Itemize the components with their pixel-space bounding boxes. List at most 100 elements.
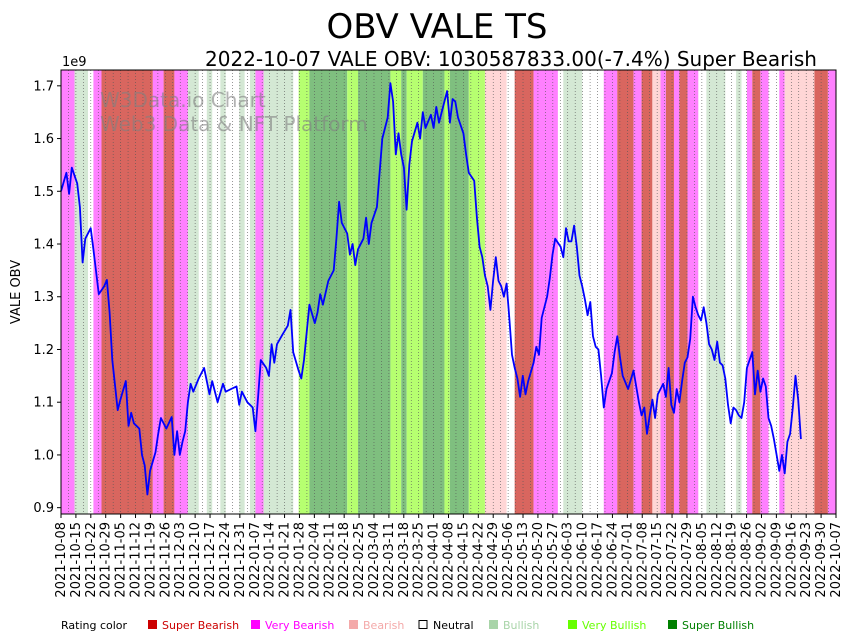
- rating-band: [687, 70, 699, 514]
- rating-band: [174, 70, 188, 514]
- x-tick-label: 2021-12-10: [188, 522, 203, 598]
- rating-band: [673, 70, 680, 514]
- rating-band: [250, 70, 256, 514]
- x-tick-label: 2022-03-25: [412, 522, 427, 598]
- x-tick-label: 2022-07-01: [620, 522, 635, 598]
- rating-band: [263, 70, 278, 514]
- x-tick-label: 2022-08-26: [740, 522, 755, 598]
- legend-swatch: [251, 620, 260, 629]
- x-tick-label: 2021-12-24: [218, 522, 233, 598]
- y-tick-label: 1.0: [33, 448, 54, 463]
- rating-band: [239, 70, 245, 514]
- legend-item-label: Bearish: [363, 619, 404, 632]
- x-tick-label: 2022-02-11: [322, 522, 337, 598]
- rating-band: [347, 70, 359, 514]
- rating-band: [163, 70, 175, 514]
- x-tick-label: 2021-10-15: [69, 522, 84, 598]
- x-tick-label: 2022-03-04: [367, 522, 382, 598]
- y-tick-label: 1.1: [33, 396, 54, 411]
- x-tick-label: 2021-11-12: [129, 522, 144, 598]
- rating-band: [187, 70, 199, 514]
- x-tick-label: 2021-10-22: [84, 522, 99, 598]
- rating-band: [220, 70, 226, 514]
- rating-band: [101, 70, 153, 514]
- rating-bands: [61, 70, 836, 514]
- x-tick-label: 2022-02-25: [352, 522, 367, 598]
- x-tick-label: 2022-07-08: [635, 522, 650, 598]
- rating-band: [746, 70, 753, 514]
- rating-legend: Rating color Super Bearish Very Bearish Be…: [61, 619, 754, 632]
- x-tick-label: 2022-04-15: [456, 522, 471, 598]
- rating-band: [779, 70, 785, 514]
- x-tick-label: 2022-09-02: [754, 522, 769, 598]
- x-tick-label: 2022-01-14: [263, 522, 278, 598]
- x-tick-label: 2022-07-29: [680, 522, 695, 598]
- y-tick-label: 1.4: [33, 238, 54, 253]
- x-tick-label: 2022-09-30: [814, 522, 829, 598]
- rating-band: [752, 70, 761, 514]
- x-tick-label: 2022-04-29: [486, 522, 501, 598]
- rating-band: [563, 70, 583, 514]
- rating-band: [652, 70, 661, 514]
- rating-band: [449, 70, 469, 514]
- x-tick-label: 2022-07-15: [650, 522, 665, 598]
- y-tick-label: 0.9: [33, 501, 54, 516]
- y-axis-label: VALE OBV: [9, 260, 24, 324]
- rating-band: [617, 70, 634, 514]
- x-tick-label: 2022-02-04: [307, 522, 322, 598]
- legend-item-label: Bullish: [503, 619, 539, 632]
- legend-item-label: Super Bearish: [162, 619, 239, 632]
- rating-band: [390, 70, 402, 514]
- legend-swatch: [418, 620, 428, 629]
- x-tick-label: 2022-04-08: [442, 522, 457, 598]
- rating-band: [633, 70, 642, 514]
- rating-band: [603, 70, 618, 514]
- rating-band: [298, 70, 310, 514]
- rating-band: [74, 70, 89, 514]
- x-tick-label: 2022-09-16: [784, 522, 799, 598]
- x-tick-label: 2022-09-09: [769, 522, 784, 598]
- rating-band: [736, 70, 742, 514]
- x-tick-label: 2022-03-18: [397, 522, 412, 598]
- x-tick-label: 2022-06-03: [561, 522, 576, 598]
- watermark-line-2: Web3 Data & NFT Platform: [100, 112, 368, 136]
- rating-band: [309, 70, 348, 514]
- rating-band: [152, 70, 164, 514]
- rating-band: [514, 70, 534, 514]
- x-tick-label: 2021-10-08: [54, 522, 69, 598]
- y-tick-label: 1.6: [33, 132, 54, 147]
- x-tick-label: 2022-03-11: [382, 522, 397, 598]
- rating-band: [255, 70, 264, 514]
- y-axis: 0.9 1.0 1.1 1.2 1.3 1.4 1.5 1.6 1.7: [33, 79, 61, 516]
- rating-band: [206, 70, 213, 514]
- legend-swatch: [568, 620, 577, 629]
- x-tick-label: 2022-05-13: [516, 522, 531, 598]
- x-tick-label: 2022-05-06: [501, 522, 516, 598]
- rating-band: [760, 70, 769, 514]
- rating-band: [660, 70, 666, 514]
- rating-band: [468, 70, 485, 514]
- legend-item-label: Very Bearish: [265, 619, 334, 632]
- x-tick-label: 2022-07-22: [665, 522, 680, 598]
- x-tick-label: 2022-04-22: [471, 522, 486, 598]
- y-tick-label: 1.5: [33, 185, 54, 200]
- rating-band: [706, 70, 726, 514]
- x-tick-label: 2022-06-10: [576, 522, 591, 598]
- legend-swatch: [489, 620, 498, 629]
- rating-band: [665, 70, 674, 514]
- x-tick-label: 2022-08-12: [710, 522, 725, 598]
- rating-band: [93, 70, 102, 514]
- x-tick-label: 2022-10-07: [829, 522, 844, 598]
- legend-swatch: [349, 620, 358, 629]
- x-tick-label: 2021-12-03: [173, 522, 188, 598]
- x-tick-label: 2021-10-29: [99, 522, 114, 598]
- x-tick-label: 2021-12-17: [203, 522, 218, 598]
- legend-item-label: Super Bullish: [682, 619, 754, 632]
- rating-band: [533, 70, 558, 514]
- x-tick-label: 2022-01-28: [292, 522, 307, 598]
- x-tick-label: 2021-11-05: [114, 522, 129, 598]
- x-tick-label: 2022-02-18: [337, 522, 352, 598]
- x-tick-label: 2022-09-23: [799, 522, 814, 598]
- x-tick-label: 2021-12-31: [233, 522, 248, 598]
